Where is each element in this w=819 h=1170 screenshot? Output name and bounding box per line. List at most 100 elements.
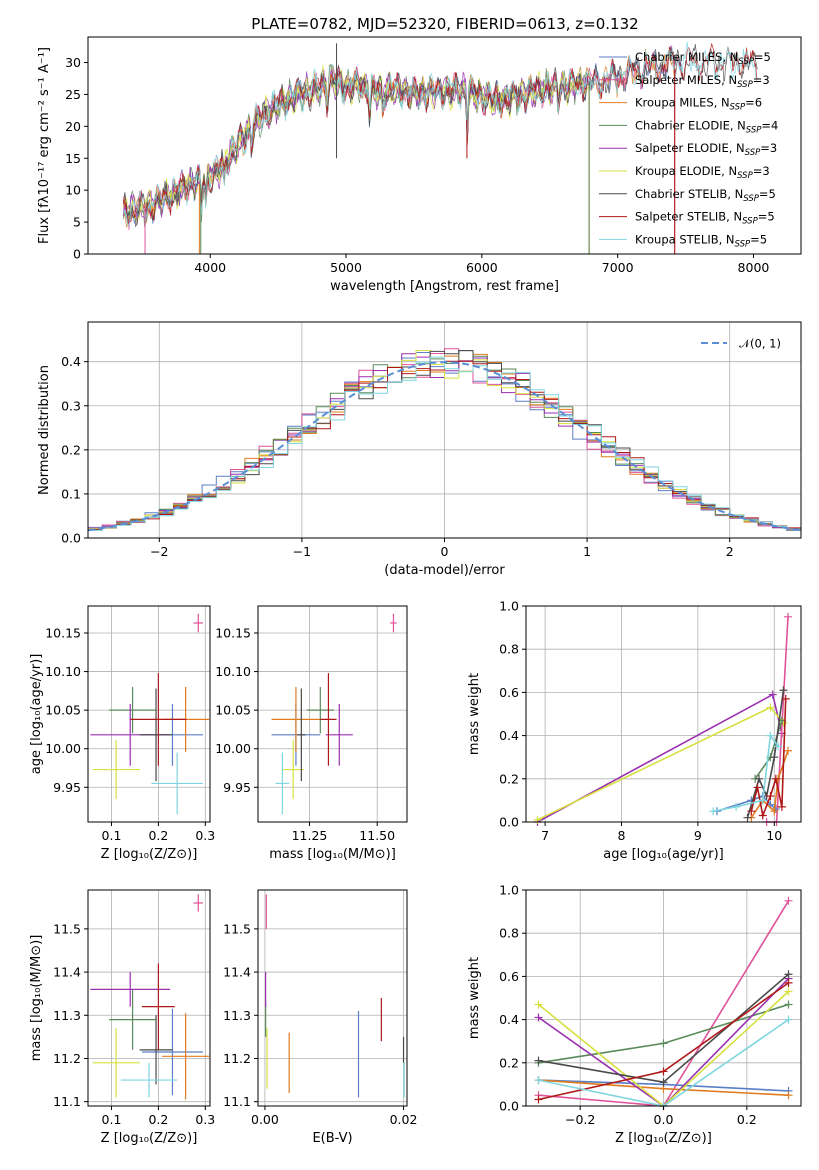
- y-axis-label: mass weight: [467, 673, 482, 755]
- y-axis-label: Flux [fλ10⁻¹⁷ erg cm⁻² s⁻¹ A⁻¹]: [37, 47, 52, 244]
- weight-point-marker: [784, 978, 793, 987]
- y-tick-label: 5: [73, 215, 81, 230]
- legend-label: Chabrier ELODIE, NSSP=4: [635, 118, 778, 135]
- weight-point-marker: [753, 783, 762, 792]
- y-tick-label: 10.15: [215, 626, 251, 641]
- histogram-lines: [88, 348, 801, 533]
- errorbar-point: [130, 673, 187, 766]
- axes-frame: [87, 889, 211, 1107]
- x-tick-label: 4000: [194, 260, 226, 275]
- legend-label: Salpeter MILES, NSSP=3: [635, 73, 770, 90]
- weight-lines: [533, 612, 793, 826]
- legend-label-suffix: =3: [760, 141, 777, 155]
- weight-point-marker: [534, 1056, 543, 1065]
- legend-label-suffix: =5: [750, 232, 767, 246]
- y-tick-label: 1.0: [499, 883, 519, 898]
- errorbar-point: [92, 1028, 140, 1098]
- y-tick-label: 0.2: [61, 442, 81, 457]
- legend-label-main: Salpeter STELIB, N: [635, 210, 742, 224]
- weight-point-marker: [743, 813, 752, 822]
- y-tick-label: 10.10: [215, 664, 251, 679]
- y-tick-label: 0.3: [61, 398, 81, 413]
- weight-point-marker: [534, 1076, 543, 1085]
- x-tick-label: 0.0: [654, 1112, 674, 1127]
- legend-label-sub: SSP: [737, 171, 753, 181]
- errorbar-point: [139, 688, 173, 782]
- weight-point-marker: [771, 774, 780, 783]
- legend-label-main: Salpeter MILES, N: [635, 73, 737, 87]
- x-tick-label: 8000: [738, 260, 770, 275]
- weight-series-line: [537, 706, 785, 821]
- y-tick-label: 0.6: [499, 969, 519, 984]
- errorbar-point: [120, 1062, 178, 1098]
- y-tick-label: 0.2: [499, 771, 519, 786]
- weight-point-marker: [784, 1000, 793, 1009]
- mass_vs_EBV-panel: 0.00 0.02 11.1 11.2 11.3 11.4 11.5 E(B-V): [223, 889, 418, 1146]
- y-tick-label: 11.4: [53, 965, 81, 980]
- age_vs_mass-panel: 11.25 11.50 9.95 10.00 10.05 10.10 10.15 mass […: [215, 605, 408, 862]
- y-tick-label: 0.2: [499, 1055, 519, 1070]
- x-tick-label: 9: [694, 828, 702, 843]
- spectrum-lines: [122, 41, 758, 254]
- weight-point-marker: [659, 1067, 668, 1076]
- errorbar-point: [325, 703, 353, 766]
- weight-point-marker: [784, 746, 793, 755]
- legend-label: Salpeter ELODIE, NSSP=3: [635, 141, 777, 158]
- weight-point-marker: [534, 1095, 543, 1104]
- x-axis-label: Z [log₁₀(Z/Z⊙)]: [101, 1131, 198, 1146]
- legend-label-suffix: =3: [753, 164, 770, 178]
- y-tick-label: 9.95: [53, 780, 81, 795]
- y-tick-label: 11.5: [223, 921, 251, 936]
- errorbar-point: [162, 1013, 210, 1100]
- y-tick-label: 10: [65, 183, 81, 198]
- y-tick-label: 10.00: [45, 741, 81, 756]
- y-tick-label: 30: [65, 55, 81, 70]
- x-tick-label: 8: [618, 828, 626, 843]
- y-tick-label: 25: [65, 87, 81, 102]
- axes-frame: [257, 605, 408, 823]
- y-tick-label: 20: [65, 119, 81, 134]
- weight-point-marker: [533, 815, 542, 824]
- errorbar-point: [139, 1015, 173, 1085]
- weight-point-marker: [784, 612, 793, 621]
- x-tick-label: 6000: [466, 260, 498, 275]
- mass_vs_Z-panel: 0.1 0.2 0.3 11.1 11.2 11.3 11.4 11.5 Z [log₁₀(Z/…: [29, 889, 215, 1146]
- axes-frame: [87, 605, 211, 823]
- y-tick-label: 0.8: [499, 642, 519, 657]
- x-axis-label: wavelength [Angstrom, rest frame]: [330, 279, 559, 294]
- errorbar-points: [271, 613, 397, 815]
- legend-label-suffix: =4: [761, 118, 778, 132]
- errorbar-point: [90, 972, 171, 1007]
- legend-label: Kroupa MILES, NSSP=6: [635, 96, 762, 113]
- errorbar-point: [390, 613, 397, 633]
- y-tick-label: 11.1: [223, 1094, 251, 1109]
- y-tick-label: 0.4: [499, 1012, 519, 1027]
- y-tick-label: 0: [73, 247, 81, 262]
- legend-label-suffix: =5: [754, 50, 771, 64]
- legend-label-suffix: =6: [745, 96, 762, 110]
- legend-label-main: Kroupa MILES, N: [635, 96, 730, 110]
- legend-label-sub: SSP: [730, 103, 746, 113]
- weight-point-marker: [784, 970, 793, 979]
- y-tick-label: 1.0: [499, 599, 519, 614]
- weight-point-marker: [754, 774, 763, 783]
- axes-frame: [257, 889, 408, 1107]
- legend-label: Salpeter STELIB, NSSP=5: [635, 210, 775, 227]
- weight-point-marker: [779, 686, 788, 695]
- y-tick-label: 0.1: [61, 486, 81, 501]
- x-axis-label: (data-model)/error: [384, 563, 505, 578]
- x-tick-label: 0.2: [148, 828, 168, 843]
- legend-label-main: Chabrier ELODIE, N: [635, 118, 746, 132]
- legend-label-suffix: =5: [758, 210, 775, 224]
- x-tick-label: 0.02: [390, 1112, 418, 1127]
- errorbar-points: [90, 613, 210, 815]
- weight-point-marker: [766, 703, 775, 712]
- weight-point-marker: [659, 1039, 668, 1048]
- legend-label: 𝒩(0, 1): [739, 337, 781, 351]
- y-axis-label: mass weight: [467, 957, 482, 1039]
- legend-label-sub: SSP: [737, 80, 753, 90]
- weight-point-marker: [709, 807, 718, 816]
- legend-label-suffix: =5: [759, 187, 776, 201]
- y-tick-label: 10.05: [45, 703, 81, 718]
